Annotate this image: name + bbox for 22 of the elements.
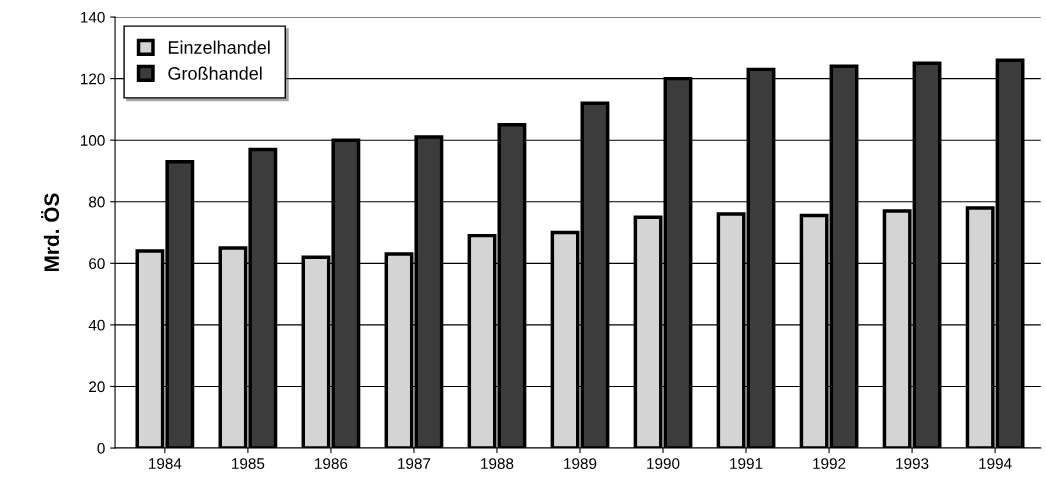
y-axis-title: Mrd. ÖS	[41, 193, 60, 272]
y-tick-label: 140	[81, 11, 105, 23]
x-tick-label: 1990	[647, 458, 680, 469]
x-tick-label: 1986	[315, 458, 348, 469]
x-tick-label: 1988	[481, 458, 514, 469]
x-tick-label: 1993	[896, 458, 929, 469]
x-tick-label: 1984	[149, 458, 182, 469]
x-tick-label: 1987	[398, 458, 431, 469]
legend-label: Einzelhandel	[168, 40, 270, 54]
y-tick-label: 60	[89, 258, 105, 270]
y-tick-label: 100	[81, 135, 105, 146]
x-tick-label: 1985	[232, 458, 265, 469]
y-tick-label: 0	[97, 442, 105, 454]
y-tick-label: 20	[89, 381, 105, 393]
x-tick-label: 1994	[979, 458, 1012, 469]
x-tick-label: 1992	[813, 458, 846, 469]
y-tick-label: 40	[88, 319, 105, 331]
x-tick-label: 1991	[730, 458, 763, 469]
legend-label: Großhandel	[168, 66, 262, 80]
x-tick-label: 1989	[564, 458, 597, 469]
y-tick-label: 80	[89, 196, 105, 208]
y-tick-label: 120	[81, 73, 105, 85]
